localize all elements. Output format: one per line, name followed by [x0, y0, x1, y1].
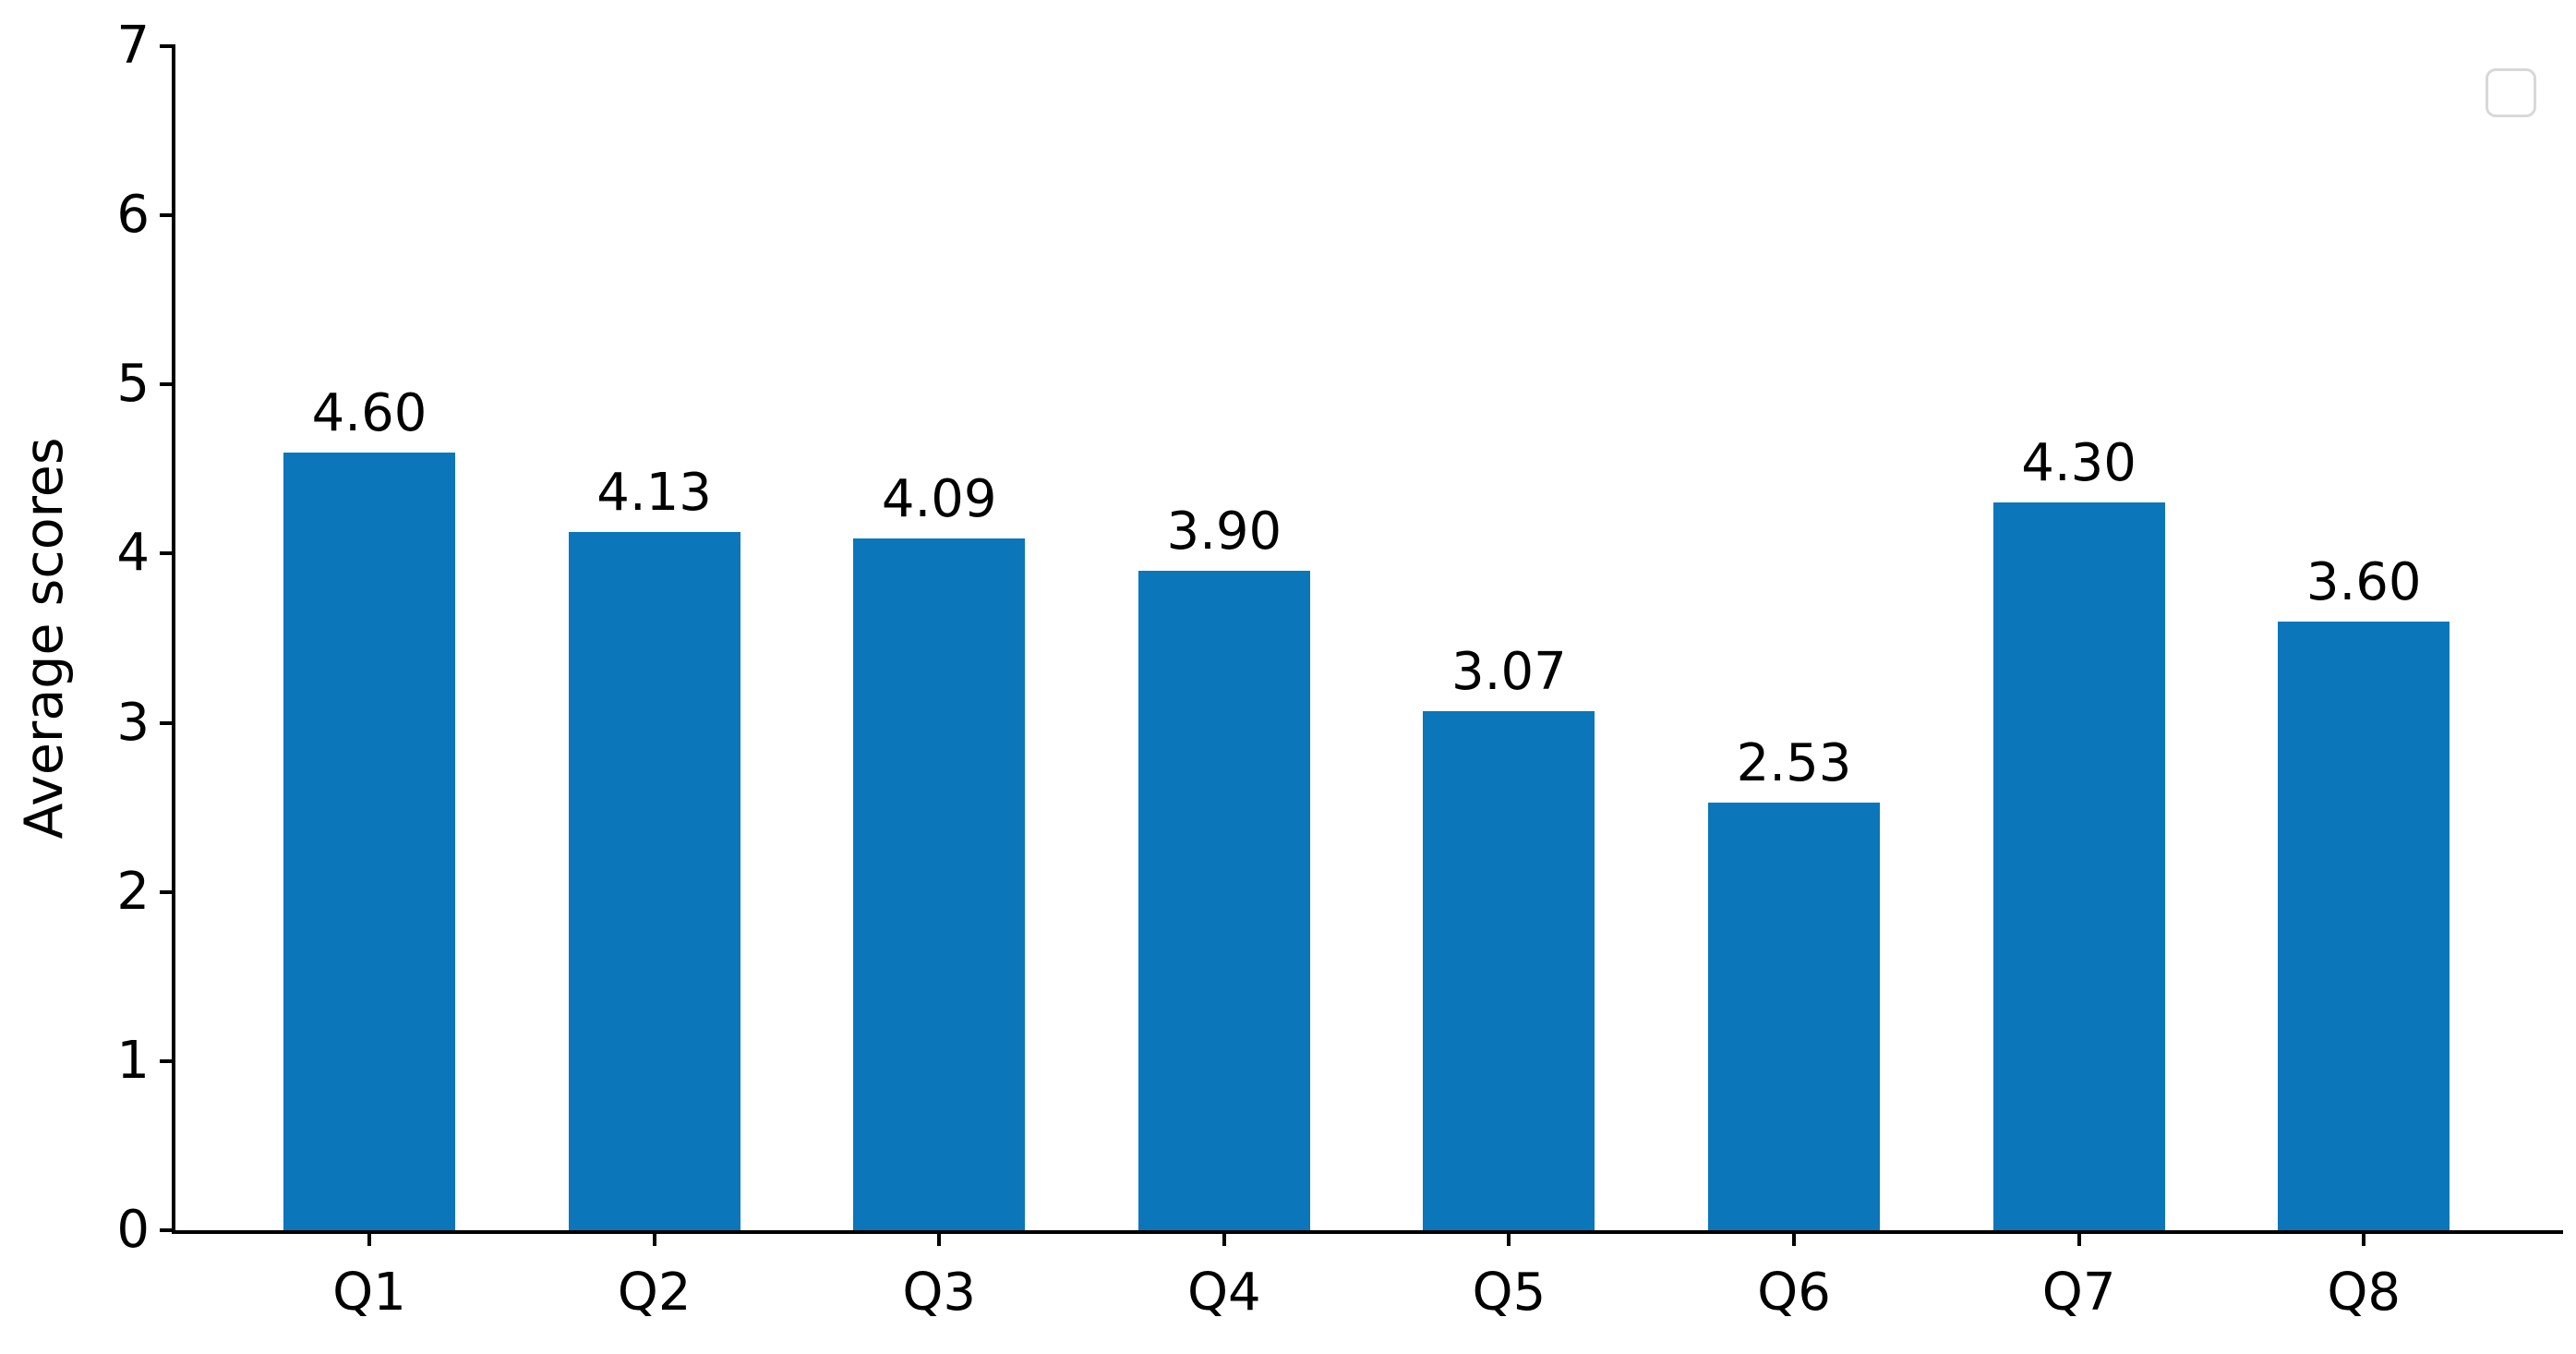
bar-value-label: 4.13	[596, 462, 712, 523]
x-tick-mark	[367, 1230, 371, 1246]
y-tick-mark	[160, 44, 175, 48]
x-tick-label: Q7	[2041, 1263, 2116, 1323]
bar-q8	[2278, 621, 2450, 1230]
bar-q3	[853, 538, 1026, 1230]
x-tick-label: Q6	[1757, 1263, 1831, 1323]
y-tick-label: 4	[116, 523, 150, 584]
x-tick-label: Q8	[2327, 1263, 2401, 1323]
bar-q5	[1423, 710, 1595, 1230]
y-tick-mark	[160, 720, 175, 725]
bar-value-label: 4.60	[311, 382, 427, 443]
bar-value-label: 4.30	[2021, 433, 2137, 494]
x-tick-mark	[652, 1230, 656, 1246]
x-tick-label: Q5	[1472, 1263, 1547, 1323]
y-tick-mark	[160, 551, 175, 556]
bar-value-label: 2.53	[1736, 732, 1852, 793]
y-tick-label: 1	[116, 1030, 150, 1091]
y-tick-mark	[160, 1058, 175, 1063]
y-tick-label: 0	[116, 1200, 150, 1260]
x-tick-label: Q3	[902, 1263, 977, 1323]
y-tick-label: 6	[116, 185, 150, 246]
x-tick-label: Q2	[617, 1263, 692, 1323]
x-tick-mark	[1222, 1230, 1226, 1246]
bar-q1	[283, 452, 455, 1230]
y-tick-label: 3	[116, 692, 150, 753]
x-tick-mark	[1792, 1230, 1796, 1246]
bar-value-label: 4.09	[881, 468, 997, 529]
legend-box	[2486, 68, 2536, 117]
y-axis-label: Average scores	[14, 437, 75, 840]
x-tick-mark	[937, 1230, 942, 1246]
bar-q7	[1992, 502, 2165, 1230]
y-tick-label: 2	[116, 861, 150, 922]
bar-value-label: 3.07	[1451, 641, 1567, 702]
y-tick-mark	[160, 382, 175, 387]
bar-q4	[1138, 570, 1310, 1230]
y-tick-mark	[160, 889, 175, 894]
x-tick-label: Q4	[1186, 1263, 1261, 1323]
y-tick-mark	[160, 213, 175, 218]
x-axis-line	[172, 1230, 2563, 1234]
y-tick-label: 5	[116, 354, 150, 415]
x-tick-label: Q1	[332, 1263, 406, 1323]
bar-value-label: 3.60	[2305, 551, 2422, 612]
bar-q6	[1708, 802, 1880, 1230]
bar-q2	[568, 531, 740, 1230]
y-axis-line	[172, 44, 175, 1234]
x-tick-mark	[2076, 1230, 2081, 1246]
x-tick-mark	[1507, 1230, 1511, 1246]
x-tick-mark	[2362, 1230, 2366, 1246]
bar-value-label: 3.90	[1166, 501, 1282, 562]
y-tick-mark	[160, 1228, 175, 1232]
y-tick-label: 7	[116, 16, 150, 76]
